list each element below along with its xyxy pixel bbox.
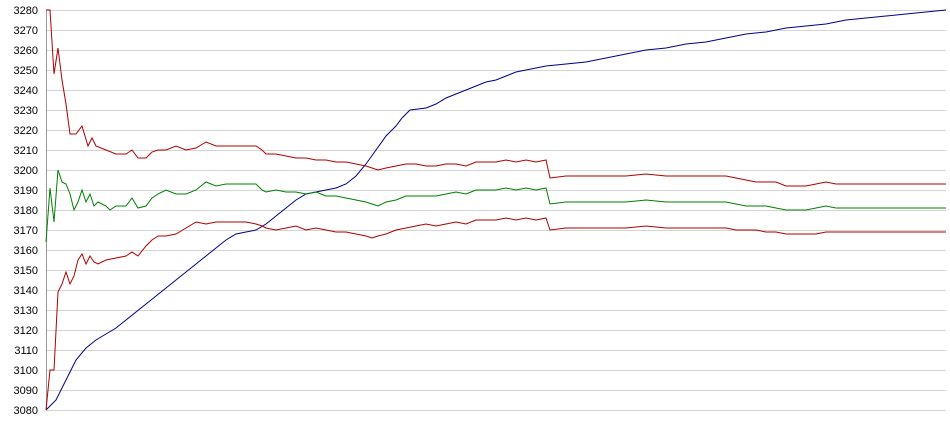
series-lines xyxy=(45,9,947,411)
y-tick-label: 3140 xyxy=(14,285,38,297)
y-tick-label: 3220 xyxy=(14,125,38,137)
y-tick-label: 3180 xyxy=(14,205,38,217)
y-tick-label: 3080 xyxy=(14,405,38,417)
y-tick-label: 3160 xyxy=(14,245,38,257)
y-tick-label: 3260 xyxy=(14,45,38,57)
y-tick-label: 3130 xyxy=(14,305,38,317)
y-tick-label: 3200 xyxy=(14,165,38,177)
y-tick-label: 3240 xyxy=(14,85,38,97)
series-line-4 xyxy=(45,217,946,411)
y-tick-labels: 3080 3090 3100 3110 3120 3130 3140 3150 3160 3170… xyxy=(14,5,38,417)
y-tick-label: 3110 xyxy=(14,345,38,357)
gridlines xyxy=(46,10,946,411)
y-tick-label: 3090 xyxy=(14,385,38,397)
y-tick-label: 3190 xyxy=(14,185,38,197)
y-tick-label: 3270 xyxy=(14,25,38,37)
y-tick-label: 3100 xyxy=(14,365,38,377)
y-tick-label: 3150 xyxy=(14,265,38,277)
y-tick-label: 3250 xyxy=(14,65,38,77)
series-line-2 xyxy=(46,9,946,187)
y-tick-label: 3210 xyxy=(14,145,38,157)
y-tick-label: 3120 xyxy=(14,325,38,337)
series-line-3 xyxy=(45,169,946,243)
y-tick-label: 3170 xyxy=(14,225,38,237)
y-tick-label: 3280 xyxy=(14,5,38,17)
series-line-1 xyxy=(45,9,947,411)
y-tick-label: 3230 xyxy=(14,105,38,117)
